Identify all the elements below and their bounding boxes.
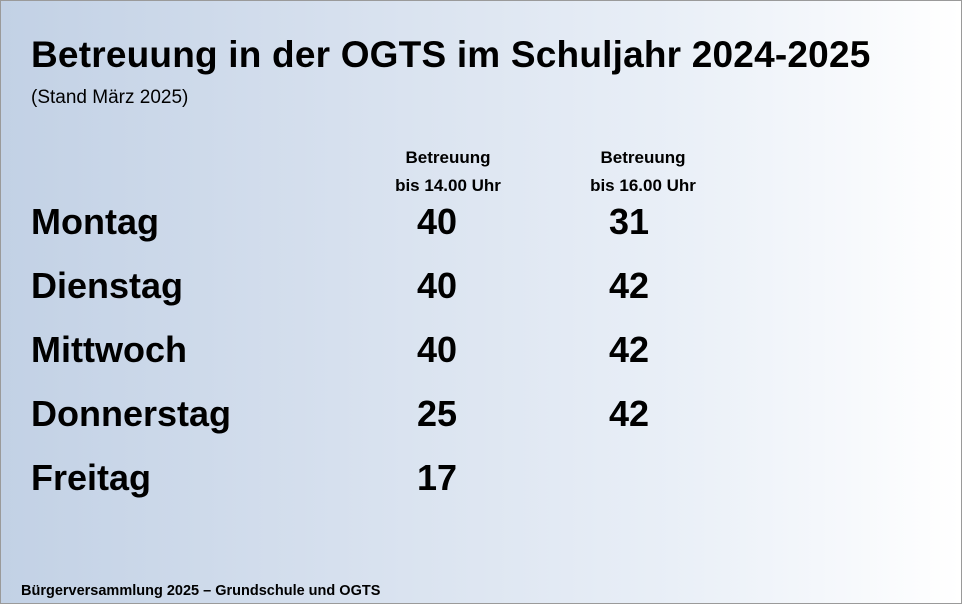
slide-subtitle: (Stand März 2025) (31, 87, 189, 108)
day-label: Montag (31, 201, 159, 242)
column-header-line: Betreuung (600, 148, 686, 167)
day-label: Mittwoch (31, 329, 187, 370)
column-header-until-14: Betreuung bis 14.00 Uhr (363, 144, 533, 200)
day-label: Freitag (31, 457, 152, 498)
value-until-16: 42 (608, 265, 650, 306)
table-row: Freitag 17 (1, 457, 901, 505)
table-row: Mittwoch 40 42 (1, 329, 901, 377)
column-header-line: bis 16.00 Uhr (590, 176, 696, 195)
value-until-16: 31 (608, 201, 650, 242)
table-row: Montag 40 31 (1, 201, 901, 249)
day-label: Donnerstag (31, 393, 232, 434)
value-until-14: 40 (416, 265, 458, 306)
value-until-16: 42 (608, 393, 650, 434)
value-until-14: 25 (416, 393, 458, 434)
column-header-until-16: Betreuung bis 16.00 Uhr (558, 144, 728, 200)
column-header-line: Betreuung (405, 148, 491, 167)
slide-footer: Bürgerversammlung 2025 – Grundschule und… (21, 583, 381, 599)
column-header-line: bis 14.00 Uhr (395, 176, 501, 195)
table-row: Dienstag 40 42 (1, 265, 901, 313)
table-row: Donnerstag 25 42 (1, 393, 901, 441)
value-until-14: 17 (416, 457, 458, 498)
value-until-14: 40 (416, 201, 458, 242)
day-label: Dienstag (31, 265, 184, 306)
value-until-16: 42 (608, 329, 650, 370)
slide-title: Betreuung in der OGTS im Schuljahr 2024-… (31, 34, 871, 75)
value-until-14: 40 (416, 329, 458, 370)
